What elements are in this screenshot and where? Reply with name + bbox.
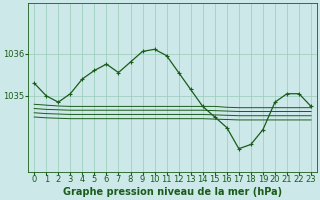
X-axis label: Graphe pression niveau de la mer (hPa): Graphe pression niveau de la mer (hPa) <box>63 187 282 197</box>
